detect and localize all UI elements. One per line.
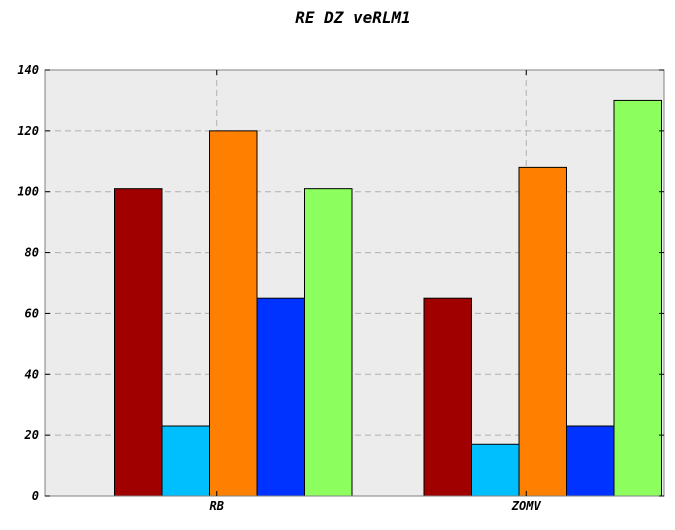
bar	[161, 425, 210, 497]
bar	[304, 188, 353, 497]
bar	[471, 443, 520, 497]
y-tick-label: 140	[17, 63, 39, 77]
chart-title: RE DZ veRLM1	[295, 8, 411, 27]
bar	[209, 130, 258, 497]
bars-group	[114, 99, 662, 497]
bar	[423, 297, 472, 497]
bar	[256, 297, 305, 497]
y-tick-label: 20	[24, 428, 39, 442]
y-tick-label: 40	[25, 367, 39, 381]
axis-ticks: 0 20 40 60 80 100 120 140 RB ZOMV	[17, 63, 664, 513]
x-tick-label: ZOMV	[511, 499, 542, 513]
y-tick-label: 0	[32, 489, 39, 503]
x-tick-label: RB	[210, 499, 224, 513]
bar	[518, 166, 567, 497]
bar	[613, 99, 662, 497]
bar	[114, 188, 163, 497]
y-tick-label: 80	[25, 246, 39, 260]
y-tick-label: 100	[17, 185, 39, 199]
y-tick-label: 60	[25, 306, 39, 320]
y-tick-label: 120	[17, 124, 39, 138]
plot-frame	[44, 69, 665, 497]
bar	[566, 425, 615, 497]
